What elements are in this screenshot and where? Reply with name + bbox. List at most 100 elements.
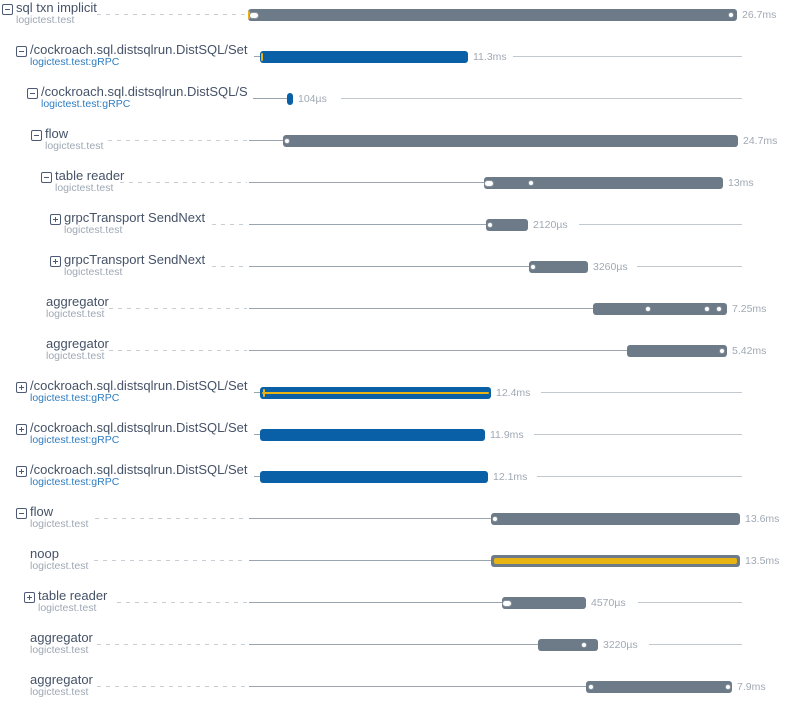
span-event-pill[interactable] <box>484 180 494 187</box>
span-event-dot[interactable] <box>487 222 493 228</box>
span-row[interactable]: aggregator logictest.test 3220µs <box>0 630 786 672</box>
span-row[interactable]: /cockroach.sql.distsqlrun.DistSQL/Set log… <box>0 420 786 462</box>
span-title[interactable]: flow <box>45 126 69 141</box>
span-row[interactable]: sql txn implicit logictest.test 26.7ms <box>0 0 786 42</box>
span-bar[interactable] <box>260 471 488 483</box>
span-event-dot[interactable] <box>716 306 722 312</box>
span-duration-label: 13ms <box>728 177 754 189</box>
span-subtitle: logictest.test <box>46 308 105 320</box>
span-event-dot[interactable] <box>645 306 651 312</box>
span-subtitle: logictest.test <box>55 182 114 194</box>
span-row[interactable]: aggregator logictest.test 7.25ms <box>0 294 786 336</box>
span-title[interactable]: flow <box>30 504 54 519</box>
span-title[interactable]: /cockroach.sql.distsqlrun.DistSQL/Set <box>30 420 248 435</box>
expander-expand-icon[interactable] <box>24 592 35 603</box>
span-row[interactable]: grpcTransport SendNext logictest.test 3260… <box>0 252 786 294</box>
timeline-pre-line <box>254 476 260 477</box>
span-duration-label: 2120µs <box>533 219 568 231</box>
span-duration-label: 24.7ms <box>743 135 778 147</box>
expander-expand-icon[interactable] <box>16 382 27 393</box>
expander-expand-icon[interactable] <box>50 214 61 225</box>
span-row[interactable]: grpcTransport SendNext logictest.test 2120… <box>0 210 786 252</box>
span-title[interactable]: aggregator <box>46 294 109 309</box>
span-title[interactable]: /cockroach.sql.distsqlrun.DistSQL/Set <box>30 462 248 477</box>
span-bar[interactable] <box>287 93 293 105</box>
span-bar[interactable] <box>529 261 588 273</box>
expander-collapse-icon[interactable] <box>2 4 13 15</box>
span-bar[interactable] <box>491 513 740 525</box>
span-duration-label: 13.5ms <box>745 555 780 567</box>
span-event-dot[interactable] <box>528 180 534 186</box>
span-title[interactable]: aggregator <box>30 630 93 645</box>
expander-collapse-icon[interactable] <box>16 508 27 519</box>
span-bar[interactable] <box>248 9 737 21</box>
leader-dashes <box>212 266 247 267</box>
timeline-post-line <box>541 392 742 393</box>
span-title[interactable]: noop <box>30 546 59 561</box>
span-row[interactable]: /cockroach.sql.distsqlrun.DistSQL/Set log… <box>0 42 786 84</box>
span-bar[interactable] <box>538 639 598 651</box>
span-duration-label: 7.25ms <box>732 303 767 315</box>
span-row[interactable]: flow logictest.test 13.6ms <box>0 504 786 546</box>
span-event-pill[interactable] <box>502 600 512 607</box>
span-row[interactable]: /cockroach.sql.distsqlrun.DistSQL/Set log… <box>0 462 786 504</box>
span-title[interactable]: sql txn implicit <box>16 0 97 15</box>
span-title[interactable]: /cockroach.sql.distsqlrun.DistSQL/Set <box>30 42 248 57</box>
span-title[interactable]: aggregator <box>30 672 93 687</box>
span-title[interactable]: grpcTransport SendNext <box>64 210 206 225</box>
span-title[interactable]: table reader <box>38 588 108 603</box>
span-subtitle: logictest.test:gRPC <box>30 434 120 446</box>
span-row[interactable]: aggregator logictest.test 5.42ms <box>0 336 786 378</box>
span-event-dot[interactable] <box>719 348 725 354</box>
span-bar[interactable] <box>502 597 586 609</box>
span-row[interactable]: /cockroach.sql.distsqlrun.DistSQL/S logic… <box>0 84 786 126</box>
span-event-dot[interactable] <box>704 306 710 312</box>
span-event-dot[interactable] <box>284 138 290 144</box>
span-event-tick <box>261 53 263 61</box>
expander-collapse-icon[interactable] <box>41 172 52 183</box>
expander-collapse-icon[interactable] <box>31 130 42 141</box>
span-title[interactable]: /cockroach.sql.distsqlrun.DistSQL/S <box>41 84 248 99</box>
leader-dashes <box>100 308 247 309</box>
span-bar[interactable] <box>260 51 468 63</box>
span-event-dot[interactable] <box>581 642 587 648</box>
span-event-dot[interactable] <box>492 516 498 522</box>
span-title[interactable]: grpcTransport SendNext <box>64 252 206 267</box>
expander-expand-icon[interactable] <box>16 424 27 435</box>
span-bar[interactable] <box>593 303 727 315</box>
span-row[interactable]: aggregator logictest.test 7.9ms <box>0 672 786 714</box>
span-bar[interactable] <box>260 429 485 441</box>
expander-collapse-icon[interactable] <box>27 88 38 99</box>
span-row[interactable]: table reader logictest.test 13ms <box>0 168 786 210</box>
timeline-pre-line <box>249 350 627 351</box>
leader-dashes <box>117 602 247 603</box>
span-row[interactable]: flow logictest.test 24.7ms <box>0 126 786 168</box>
span-subtitle: logictest.test <box>16 14 75 26</box>
span-row[interactable]: noop logictest.test 13.5ms <box>0 546 786 588</box>
leader-dashes <box>120 182 247 183</box>
span-title[interactable]: /cockroach.sql.distsqlrun.DistSQL/Set <box>30 378 248 393</box>
span-event-dot[interactable] <box>588 684 594 690</box>
span-row[interactable]: table reader logictest.test 4570µs <box>0 588 786 630</box>
span-bar[interactable] <box>627 345 727 357</box>
span-title[interactable]: table reader <box>55 168 125 183</box>
span-bar[interactable] <box>260 387 491 399</box>
timeline-pre-line <box>249 686 586 687</box>
span-bar[interactable] <box>491 555 740 567</box>
span-bar[interactable] <box>484 177 723 189</box>
expander-expand-icon[interactable] <box>50 256 61 267</box>
span-bar[interactable] <box>486 219 528 231</box>
span-bar[interactable] <box>283 135 738 147</box>
span-row[interactable]: /cockroach.sql.distsqlrun.DistSQL/Set log… <box>0 378 786 420</box>
span-event-dot[interactable] <box>725 684 731 690</box>
span-bar[interactable] <box>586 681 732 693</box>
expander-collapse-icon[interactable] <box>16 46 27 57</box>
expander-expand-icon[interactable] <box>16 466 27 477</box>
span-subtitle: logictest.test <box>30 686 89 698</box>
span-title[interactable]: aggregator <box>46 336 109 351</box>
span-event-dot[interactable] <box>530 264 536 270</box>
span-event-dot[interactable] <box>728 12 734 18</box>
span-event-pill[interactable] <box>249 12 259 19</box>
span-duration-label: 5.42ms <box>732 345 767 357</box>
